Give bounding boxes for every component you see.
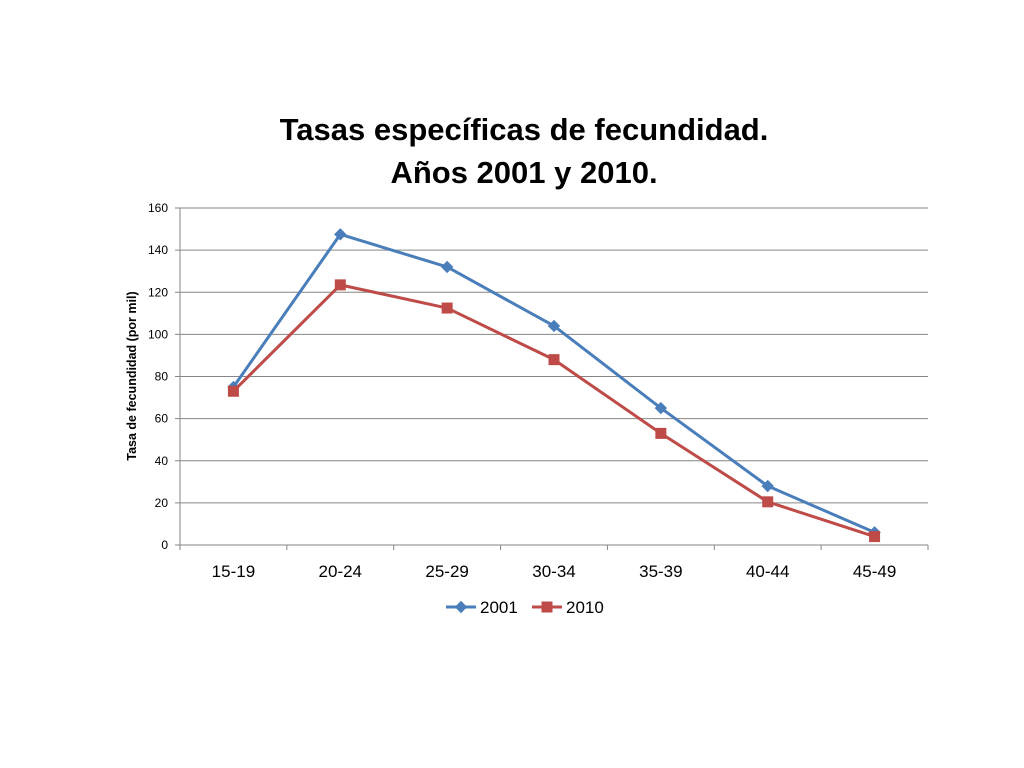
y-tick-label: 160	[148, 201, 168, 215]
series-2001	[227, 228, 881, 539]
y-tick-label: 40	[155, 454, 169, 468]
data-point-2001	[654, 401, 668, 415]
data-point-2001	[440, 260, 454, 274]
y-axis-label: Tasa de fecundidad (por mil)	[125, 291, 139, 460]
data-point-2010	[869, 531, 881, 543]
data-point-2010	[441, 302, 453, 314]
chart-subtitle: Años 2001 y 2010.	[390, 155, 657, 190]
y-tick-label: 0	[161, 538, 168, 552]
x-tick-label: 25-29	[425, 562, 468, 581]
data-point-2010	[227, 385, 239, 397]
legend-swatch-marker	[454, 600, 468, 614]
gridlines	[180, 207, 928, 504]
series-line-2001	[232, 232, 876, 534]
data-point-2010	[548, 354, 560, 366]
legend-swatch-marker	[541, 601, 553, 613]
data-point-2001	[761, 479, 774, 493]
y-tick-label: 100	[148, 327, 168, 341]
data-point-2010	[762, 496, 774, 508]
x-tick-label: 45-49	[853, 562, 896, 581]
series-lines	[227, 228, 881, 543]
legend-item-2001: 2001	[446, 598, 518, 617]
x-tick-label: 30-34	[532, 562, 575, 581]
axes: 0 20 40 60 80 100 120 140 160 15-19 20-24 25-29 30-3…	[148, 201, 929, 581]
legend-label: 2010	[566, 598, 604, 617]
x-tick-label: 20-24	[319, 562, 362, 581]
x-tick-label: 35-39	[639, 562, 682, 581]
legend-label: 2001	[480, 598, 518, 617]
y-tick-label: 140	[148, 243, 168, 257]
legend: 2001 2010	[446, 598, 604, 617]
data-point-2010	[334, 279, 346, 291]
y-tick-label: 20	[155, 496, 169, 510]
data-point-2001	[334, 228, 347, 241]
series-2010	[227, 279, 881, 543]
data-point-2001	[547, 319, 561, 333]
x-tick-label: 15-19	[212, 562, 255, 581]
x-tick-label: 40-44	[746, 562, 789, 581]
y-tick-label: 80	[155, 370, 169, 384]
data-point-2010	[655, 427, 667, 439]
chart-title: Tasas específicas de fecundidad.	[280, 112, 769, 147]
y-tick-label: 120	[148, 285, 168, 299]
legend-item-2010: 2010	[532, 598, 604, 617]
y-tick-label: 60	[155, 412, 169, 426]
